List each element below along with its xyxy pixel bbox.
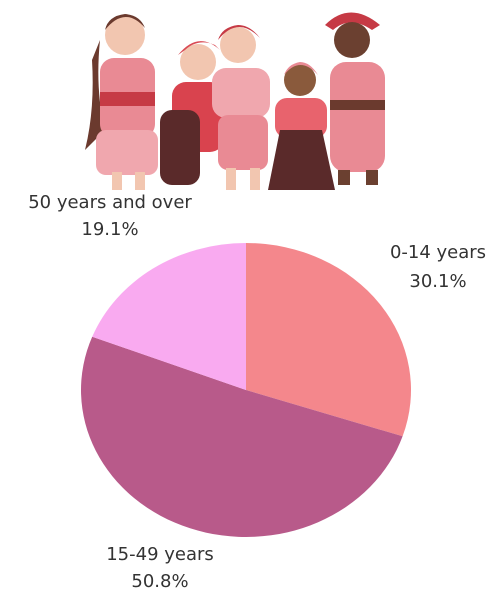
slice-label: 15-49 years [106, 544, 214, 565]
pie: 0-14 years 30.1% 15-49 years 50.8% 50 years … [28, 192, 486, 592]
slice-value-label: 50.8% [131, 571, 188, 592]
slice-label: 50 years and over [28, 192, 192, 213]
slice-value-label: 30.1% [409, 271, 466, 292]
pie-slice [92, 243, 246, 390]
slice-label: 0-14 years [390, 242, 486, 263]
pie-slice [246, 243, 411, 437]
pie-slice [80, 336, 403, 538]
illustration [85, 12, 385, 190]
slice-value-label: 19.1% [81, 219, 138, 240]
